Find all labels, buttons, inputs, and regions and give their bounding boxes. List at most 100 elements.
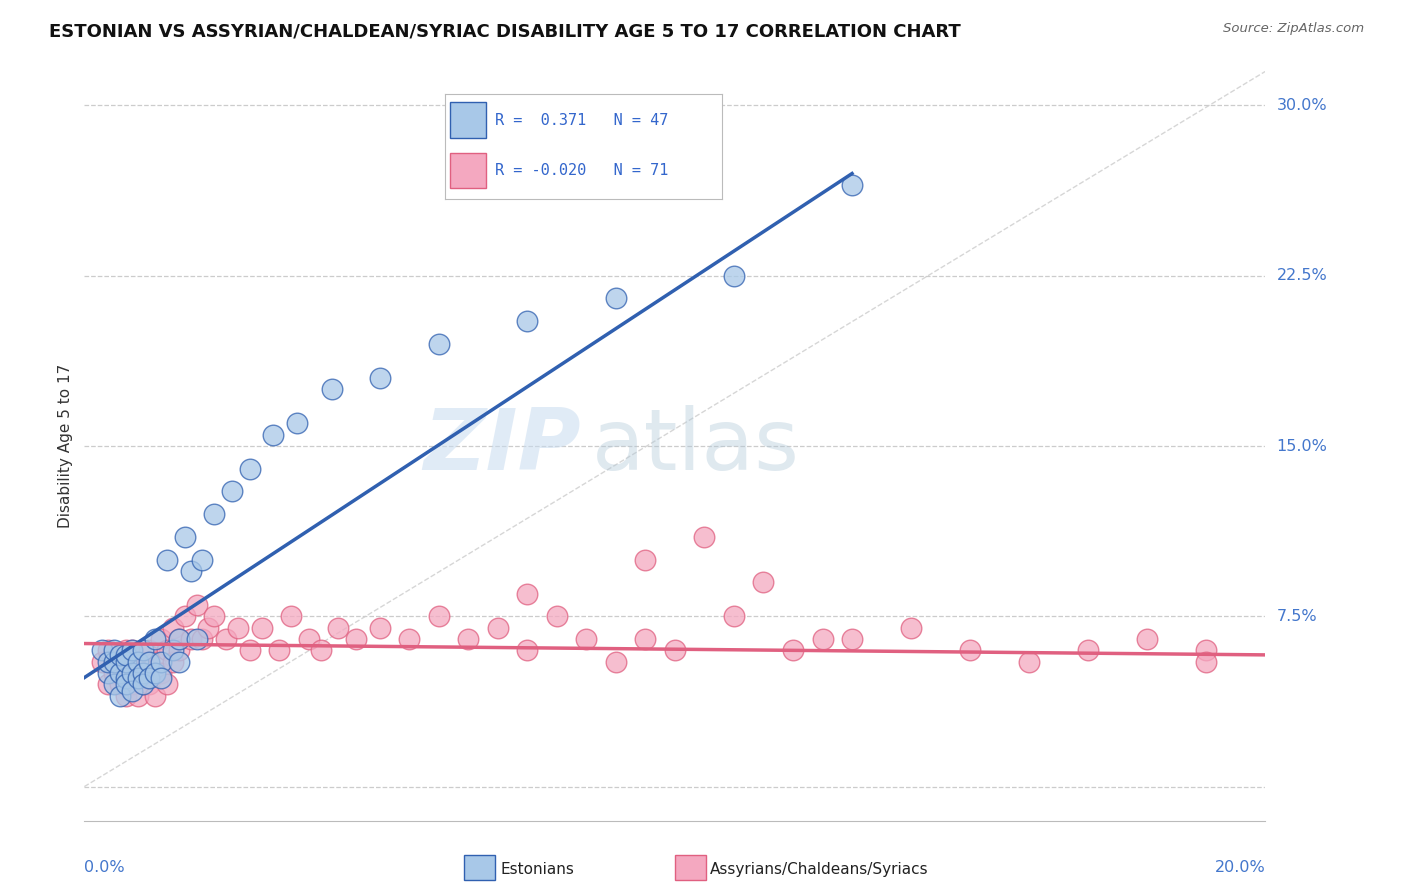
Text: ZIP: ZIP xyxy=(423,404,581,488)
Point xyxy=(262,427,284,442)
Point xyxy=(108,666,131,681)
Point xyxy=(103,655,125,669)
Point xyxy=(427,609,450,624)
Point xyxy=(398,632,420,646)
Point xyxy=(546,609,568,624)
Point xyxy=(328,621,350,635)
Point xyxy=(186,632,208,646)
Point xyxy=(127,671,149,685)
Text: 0.0%: 0.0% xyxy=(84,860,125,874)
Point xyxy=(150,671,173,685)
Point xyxy=(605,655,627,669)
Point xyxy=(108,677,131,691)
Point xyxy=(91,643,114,657)
Point xyxy=(269,643,291,657)
Point xyxy=(180,632,202,646)
Point xyxy=(664,643,686,657)
Point xyxy=(114,671,136,685)
Point xyxy=(132,666,155,681)
Point xyxy=(103,655,125,669)
Point xyxy=(138,671,160,685)
Point xyxy=(634,632,657,646)
Point xyxy=(841,178,863,192)
Point xyxy=(103,643,125,657)
Point xyxy=(167,632,190,646)
Point xyxy=(250,621,273,635)
Point xyxy=(811,632,834,646)
Point xyxy=(127,655,149,669)
Point xyxy=(143,655,166,669)
Point xyxy=(114,648,136,662)
Point xyxy=(321,382,343,396)
Point xyxy=(1195,643,1218,657)
Point xyxy=(138,655,160,669)
Point xyxy=(215,632,238,646)
Point xyxy=(1136,632,1159,646)
Point xyxy=(121,666,143,681)
Point xyxy=(143,632,166,646)
Text: Source: ZipAtlas.com: Source: ZipAtlas.com xyxy=(1223,22,1364,36)
Text: 20.0%: 20.0% xyxy=(1215,860,1265,874)
Point xyxy=(162,621,184,635)
Point xyxy=(132,643,155,657)
Point xyxy=(156,643,179,657)
Point xyxy=(575,632,598,646)
Point xyxy=(486,621,509,635)
Point xyxy=(143,666,166,681)
Text: Estonians: Estonians xyxy=(501,863,575,877)
Point xyxy=(191,632,214,646)
Point xyxy=(121,684,143,698)
Point xyxy=(900,621,922,635)
Text: Assyrians/Chaldeans/Syriacs: Assyrians/Chaldeans/Syriacs xyxy=(710,863,928,877)
Point xyxy=(114,655,136,669)
Point xyxy=(150,655,173,669)
Point xyxy=(221,484,243,499)
Point xyxy=(132,677,155,691)
Point xyxy=(309,643,332,657)
Point xyxy=(239,461,262,475)
Point xyxy=(162,643,184,657)
Point xyxy=(138,643,160,657)
Point xyxy=(516,314,538,328)
Point xyxy=(605,292,627,306)
Point xyxy=(132,666,155,681)
Point xyxy=(1018,655,1040,669)
Point xyxy=(173,530,195,544)
Point xyxy=(121,643,143,657)
Point xyxy=(108,648,131,662)
Point xyxy=(114,677,136,691)
Point xyxy=(186,598,208,612)
Point xyxy=(427,336,450,351)
Point xyxy=(197,621,219,635)
Point xyxy=(150,632,173,646)
Point xyxy=(368,371,391,385)
Point xyxy=(97,677,120,691)
Point xyxy=(285,417,308,431)
Point xyxy=(239,643,262,657)
Point xyxy=(127,655,149,669)
Point xyxy=(108,655,131,669)
Point xyxy=(108,689,131,703)
Point xyxy=(121,677,143,691)
Point xyxy=(202,609,225,624)
Point xyxy=(127,689,149,703)
Text: 15.0%: 15.0% xyxy=(1277,439,1327,453)
Point xyxy=(1077,643,1099,657)
Point xyxy=(156,552,179,566)
Text: 30.0%: 30.0% xyxy=(1277,98,1327,113)
Text: 22.5%: 22.5% xyxy=(1277,268,1327,283)
Point xyxy=(368,621,391,635)
Point xyxy=(344,632,367,646)
Point xyxy=(150,666,173,681)
Point xyxy=(693,530,716,544)
Point xyxy=(91,655,114,669)
Point xyxy=(457,632,479,646)
Point xyxy=(180,564,202,578)
Point xyxy=(173,609,195,624)
Point xyxy=(634,552,657,566)
Point xyxy=(97,655,120,669)
Point xyxy=(114,643,136,657)
Point xyxy=(162,655,184,669)
Point xyxy=(782,643,804,657)
Point xyxy=(191,552,214,566)
